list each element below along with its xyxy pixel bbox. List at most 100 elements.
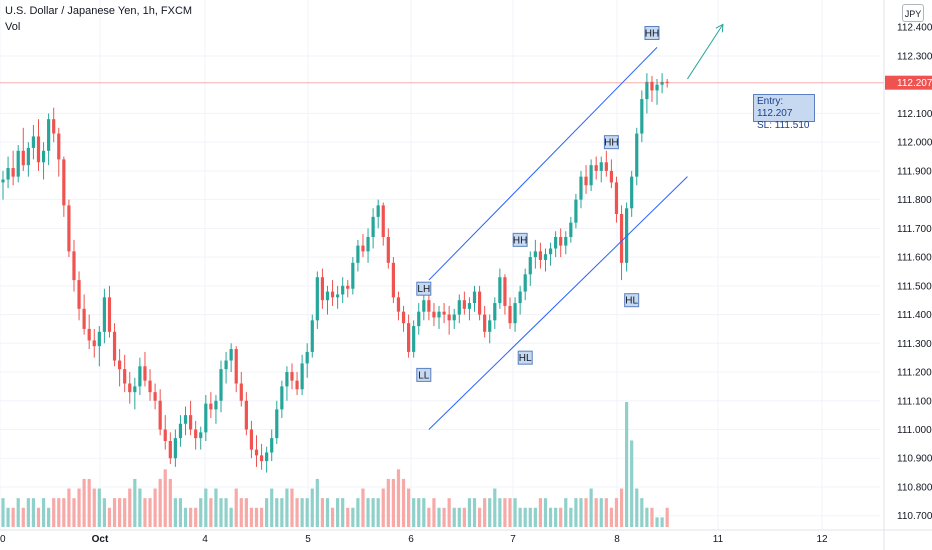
- candle-body: [188, 415, 193, 430]
- volume-bar: [594, 498, 598, 527]
- volume-bar: [47, 507, 51, 527]
- volume-bar: [361, 488, 365, 527]
- volume-bar: [173, 498, 177, 527]
- candle-body: [102, 297, 106, 332]
- candle-body: [310, 320, 314, 352]
- candle-body: [503, 277, 507, 306]
- volume-bar: [57, 498, 61, 527]
- candle-body: [320, 277, 325, 301]
- volume-bar: [168, 478, 172, 527]
- volume-bar: [625, 402, 629, 527]
- candle-body: [158, 400, 162, 430]
- volume-bar: [67, 488, 71, 527]
- candle-body: [285, 372, 289, 387]
- volume-bar: [589, 488, 593, 527]
- volume-bar: [630, 440, 634, 527]
- candle-body: [239, 383, 243, 401]
- candle-body: [346, 285, 350, 289]
- candle-body: [452, 314, 456, 321]
- volume-bar: [457, 507, 461, 527]
- volume-bar: [584, 498, 588, 527]
- candle-body: [650, 81, 654, 91]
- candle-body: [508, 305, 512, 324]
- candle-body: [62, 159, 66, 206]
- candle-body: [168, 440, 172, 459]
- volume-bar: [604, 498, 608, 527]
- trend-channel[interactable]: [428, 23, 724, 430]
- candle-body: [472, 291, 477, 304]
- pattern-label-hh: HH: [604, 138, 618, 149]
- volume-bar: [158, 478, 162, 527]
- candle-body: [432, 311, 436, 318]
- candle-body: [143, 366, 147, 381]
- candle-body: [630, 176, 634, 209]
- candle-body: [11, 168, 15, 177]
- volume-bar: [214, 488, 218, 527]
- candle-body: [148, 380, 152, 393]
- volume-bar: [290, 488, 294, 527]
- entry-text: Entry: 112.207: [757, 96, 793, 119]
- time-tick-label: Oct: [92, 534, 109, 545]
- candle-body: [31, 136, 36, 148]
- volume-bar: [199, 498, 203, 527]
- candle-body: [97, 331, 101, 347]
- candle-body: [655, 84, 659, 91]
- pattern-label-box: [624, 293, 640, 308]
- volume-bar: [163, 469, 167, 527]
- volume-bar: [381, 488, 385, 527]
- pattern-labels[interactable]: LH LL HH HL HH HL HH: [416, 25, 660, 382]
- candle-body: [366, 236, 370, 252]
- time-tick-label: 7: [510, 534, 516, 545]
- current-price-label: 112.207: [897, 78, 932, 89]
- price-tick-label: 112.300: [897, 51, 932, 62]
- pattern-label-box: [416, 281, 432, 296]
- volume-bar: [82, 478, 86, 527]
- candle-body: [488, 320, 492, 332]
- candle-body: [275, 409, 279, 439]
- volume-bar: [447, 498, 451, 527]
- volume-bar: [599, 498, 603, 527]
- volume-bar: [640, 498, 644, 527]
- candle-body: [87, 328, 91, 341]
- volume-bar: [52, 498, 56, 527]
- candle-body: [234, 349, 238, 384]
- candle-body: [204, 403, 208, 433]
- candle-body: [422, 300, 426, 312]
- channel-line: [428, 176, 688, 430]
- candle-body: [47, 119, 51, 151]
- volume-bar: [564, 498, 568, 527]
- candle-body: [16, 150, 20, 177]
- candle-body: [128, 383, 132, 393]
- candle-body: [163, 429, 167, 441]
- candle-body: [483, 314, 487, 332]
- candle-body: [569, 222, 573, 237]
- candle-body: [107, 297, 112, 332]
- candle-body: [447, 314, 451, 321]
- pattern-label-box: [603, 135, 619, 150]
- currency-button[interactable]: JPY: [902, 4, 924, 22]
- price-tick-label: 111.100: [897, 396, 932, 407]
- candle-body: [407, 323, 411, 352]
- volume-bar: [107, 507, 112, 527]
- candle-body: [26, 147, 30, 166]
- candle-body: [270, 438, 274, 453]
- volume-bar: [92, 488, 96, 527]
- volume-bar: [102, 498, 106, 527]
- candle-body: [518, 291, 522, 304]
- candle-body: [351, 262, 355, 289]
- volume-bar: [493, 488, 497, 527]
- price-tick-label: 111.900: [897, 166, 932, 177]
- trade-info-box[interactable]: Entry: 112.207 SL: 111.510: [753, 94, 815, 131]
- volume-bar: [153, 488, 157, 527]
- candle-body: [330, 291, 335, 298]
- price-tick-label: 111.500: [897, 281, 932, 292]
- candle-body: [559, 236, 563, 246]
- candle-body: [300, 363, 304, 390]
- volume-bar: [275, 498, 279, 527]
- volume-bar: [442, 507, 446, 527]
- candle-body: [640, 99, 644, 134]
- volume-bar: [239, 498, 243, 527]
- candle-body: [259, 455, 264, 462]
- volume-bar: [437, 507, 441, 527]
